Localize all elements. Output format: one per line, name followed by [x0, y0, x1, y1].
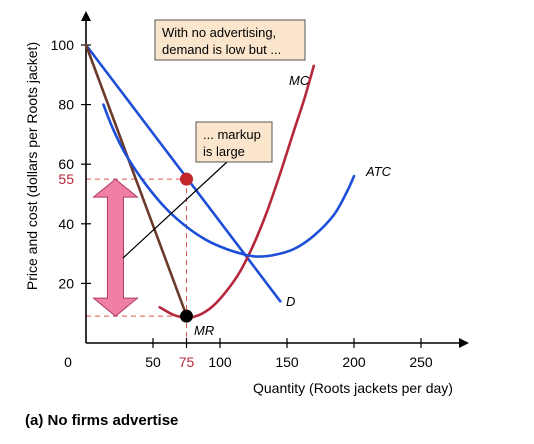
axes-layer: [81, 11, 469, 348]
y-axis-title: Price and cost (dollars per Roots jacket…: [24, 42, 40, 290]
ticks-layer: 0 50 75 100 150 200 250 20 40 60 80 100 55: [51, 37, 433, 370]
series-line-mc: [158, 64, 316, 319]
y-tick-label-20: 20: [58, 275, 74, 291]
y-tick-label-40: 40: [58, 216, 74, 232]
x-tick-label-100: 100: [208, 354, 232, 370]
series-layer: [84, 43, 356, 321]
series-label-d: D: [286, 294, 295, 309]
y-tick-label-80: 80: [58, 97, 74, 113]
guides-layer: [86, 178, 187, 343]
series-line-atc: [102, 103, 356, 258]
annotation-markup-line-1: ... markup: [203, 127, 261, 142]
markup-leader-line: [122, 161, 228, 259]
annotation-box-markup: [195, 121, 273, 163]
x-tick-label-250: 250: [409, 354, 433, 370]
y-tick-label-highlight: 55: [58, 171, 74, 187]
annotation-markup-line-2: is large: [203, 144, 245, 159]
series-label-mc: MC: [289, 73, 310, 88]
x-axis-title: Quantity (Roots jackets per day): [253, 380, 453, 396]
markup-double-arrow: [92, 178, 139, 317]
leaders-layer: [122, 161, 228, 259]
y-tick-label-60: 60: [58, 156, 74, 172]
x-tick-label-200: 200: [342, 354, 366, 370]
x-tick-label-50: 50: [145, 354, 161, 370]
annotation-no-advertising-line-1: With no advertising,: [162, 25, 276, 40]
points-layer: [180, 172, 193, 323]
x-tick-label-150: 150: [275, 354, 299, 370]
annotations-layer: With no advertising, demand is low but .…: [154, 19, 306, 163]
series-labels-layer: MC ATC D MR: [194, 73, 392, 338]
markup-layer: [92, 178, 139, 317]
series-label-atc: ATC: [365, 164, 392, 179]
series-line-mr: [84, 43, 190, 321]
annotation-no-advertising-line-2: demand is low but ...: [162, 42, 281, 57]
price-point: [180, 172, 193, 186]
y-tick-label-100: 100: [51, 37, 75, 53]
annotation-box-no-advertising: [154, 19, 306, 61]
series-label-mr: MR: [194, 323, 214, 338]
mc-mr-point: [180, 309, 193, 323]
x-tick-label-75: 75: [179, 354, 195, 370]
x-tick-label-0: 0: [64, 354, 72, 370]
chart-caption: (a) No firms advertise: [25, 412, 178, 429]
